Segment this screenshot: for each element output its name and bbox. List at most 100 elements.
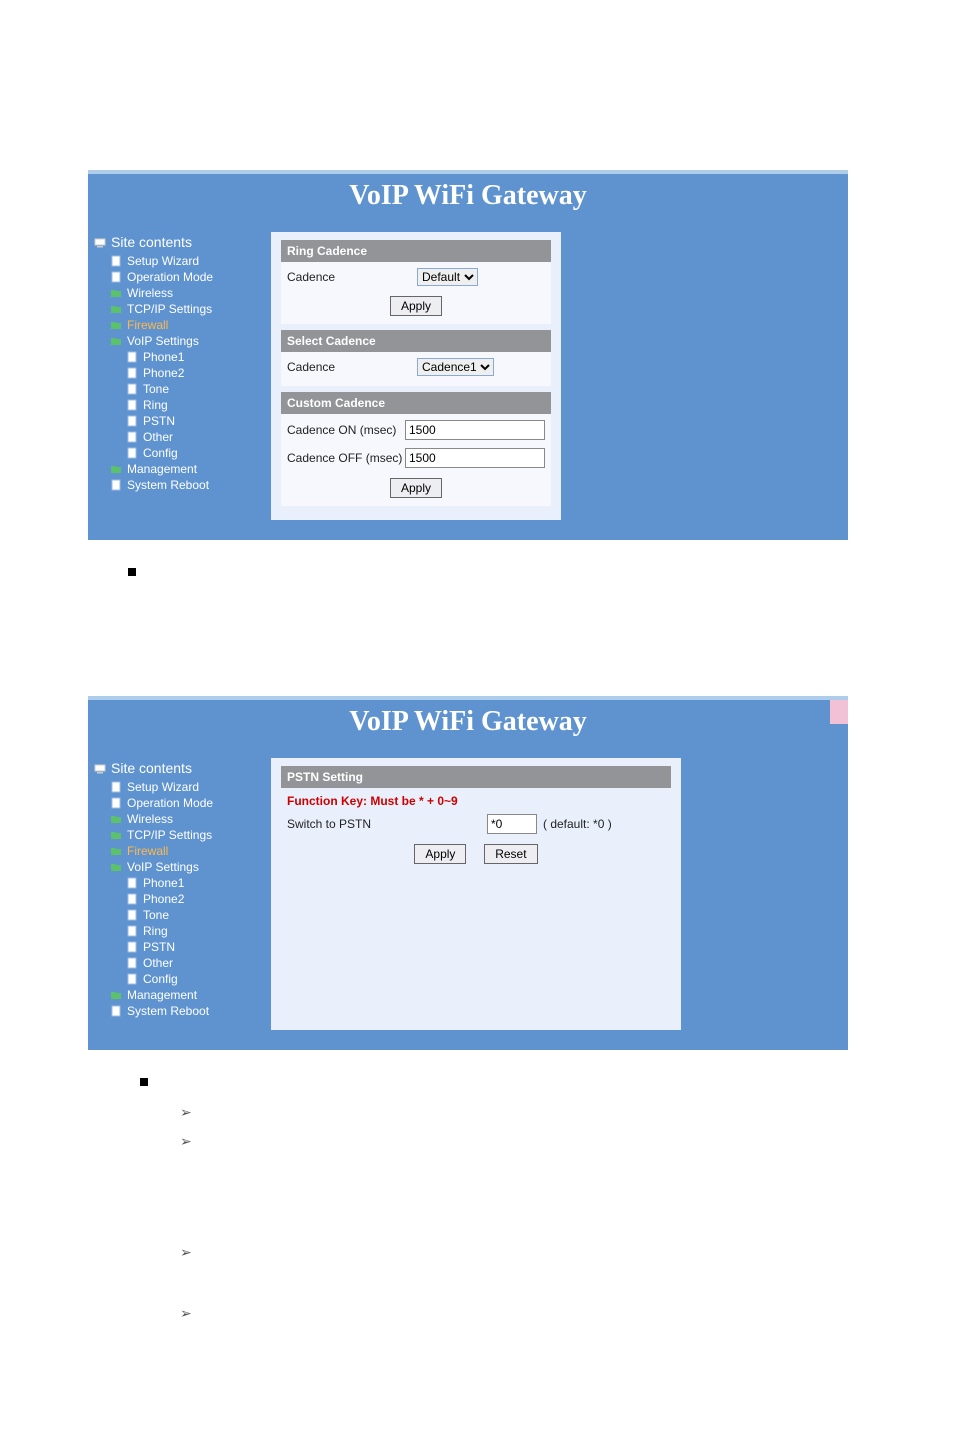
apply-button[interactable]: Apply (414, 844, 466, 864)
folder-icon (110, 463, 122, 475)
sidebar-item-label: Phone1 (143, 876, 184, 890)
doc-icon (110, 255, 122, 267)
sidebar-item-label: Ring (143, 924, 168, 938)
sidebar-item-label: Setup Wizard (127, 254, 199, 268)
sidebar-item-label: Phone1 (143, 350, 184, 364)
doc-icon (126, 957, 138, 969)
app-title: VoIP WiFi Gateway (88, 700, 848, 748)
sidebar-item-label: Config (143, 972, 178, 986)
doc-icon (110, 1005, 122, 1017)
sidebar-item-label: System Reboot (127, 478, 209, 492)
sidebar-item-label: Setup Wizard (127, 780, 199, 794)
doc-icon (126, 399, 138, 411)
sidebar-item-label: PSTN (143, 414, 175, 428)
sidebar-item-tcpip[interactable]: TCP/IP Settings (110, 828, 257, 842)
sidebar-item-label: TCP/IP Settings (127, 828, 212, 842)
sidebar-item-wireless[interactable]: Wireless (110, 812, 257, 826)
doc-icon (126, 893, 138, 905)
sidebar-item-label: Phone2 (143, 892, 184, 906)
doc-icon (126, 431, 138, 443)
sidebar-sub-ring[interactable]: Ring (126, 924, 257, 938)
select-cadence-select[interactable]: Cadence1 (417, 358, 494, 376)
panel-pstn: VoIP WiFi Gateway Site contents Setup Wi… (88, 696, 848, 1050)
folder-open-icon (110, 335, 122, 347)
chevron-icon: ➢ (180, 1104, 954, 1121)
sidebar-item-operation-mode[interactable]: Operation Mode (110, 796, 257, 810)
doc-icon (126, 941, 138, 953)
sidebar-item-setup-wizard[interactable]: Setup Wizard (110, 254, 257, 268)
sidebar-sub-tone[interactable]: Tone (126, 382, 257, 396)
sidebar-item-label: Tone (143, 908, 169, 922)
pc-icon (94, 236, 106, 248)
sidebar-sub-phone1[interactable]: Phone1 (126, 350, 257, 364)
section-select-cadence: Select Cadence (281, 330, 551, 352)
cadence-select[interactable]: Default (417, 268, 478, 286)
doc-icon (126, 447, 138, 459)
folder-icon (110, 287, 122, 299)
sidebar-item-management[interactable]: Management (110, 462, 257, 476)
folder-icon (110, 319, 122, 331)
sidebar-item-firewall[interactable]: Firewall (110, 318, 257, 332)
section-ring-cadence: Ring Cadence (281, 240, 551, 262)
bullet-square (140, 1078, 148, 1086)
pink-accent (830, 700, 848, 724)
cadence-on-input[interactable] (405, 420, 545, 440)
folder-open-icon (110, 861, 122, 873)
doc-icon (126, 367, 138, 379)
sidebar-item-label: TCP/IP Settings (127, 302, 212, 316)
sidebar-item-label: Config (143, 446, 178, 460)
sidebar-sub-other[interactable]: Other (126, 430, 257, 444)
sidebar-item-firewall[interactable]: Firewall (110, 844, 257, 858)
sidebar-item-label: Other (143, 430, 173, 444)
sidebar: Site contents Setup Wizard Operation Mod… (88, 222, 263, 540)
sidebar-item-label: Operation Mode (127, 796, 213, 810)
sidebar-item-label: Management (127, 462, 197, 476)
sidebar-root[interactable]: Site contents (94, 760, 257, 776)
sidebar-sub-phone2[interactable]: Phone2 (126, 366, 257, 380)
sidebar-sub-pstn[interactable]: PSTN (126, 940, 257, 954)
sidebar-root-label: Site contents (111, 234, 192, 250)
sidebar-item-operation-mode[interactable]: Operation Mode (110, 270, 257, 284)
sidebar-sub-phone2[interactable]: Phone2 (126, 892, 257, 906)
pc-icon (94, 762, 106, 774)
sidebar-item-label: Other (143, 956, 173, 970)
sidebar-item-management[interactable]: Management (110, 988, 257, 1002)
reset-button[interactable]: Reset (484, 844, 537, 864)
sidebar-item-label: Firewall (127, 844, 168, 858)
sidebar-item-reboot[interactable]: System Reboot (110, 1004, 257, 1018)
doc-icon (126, 877, 138, 889)
sidebar-sub-tone[interactable]: Tone (126, 908, 257, 922)
cadence-label: Cadence (287, 270, 417, 284)
sidebar-item-setup-wizard[interactable]: Setup Wizard (110, 780, 257, 794)
sidebar-sub-phone1[interactable]: Phone1 (126, 876, 257, 890)
sidebar-root[interactable]: Site contents (94, 234, 257, 250)
sidebar-item-voip[interactable]: VoIP Settings (110, 334, 257, 348)
cadence-on-label: Cadence ON (msec) (287, 423, 405, 437)
doc-icon (126, 415, 138, 427)
cadence-off-label: Cadence OFF (msec) (287, 451, 405, 465)
sidebar-item-reboot[interactable]: System Reboot (110, 478, 257, 492)
sidebar-sub-config[interactable]: Config (126, 972, 257, 986)
sidebar-sub-other[interactable]: Other (126, 956, 257, 970)
cadence-off-input[interactable] (405, 448, 545, 468)
chevron-icon: ➢ (180, 1244, 954, 1261)
default-hint: ( default: *0 ) (543, 817, 612, 831)
doc-icon (110, 781, 122, 793)
sidebar-sub-pstn[interactable]: PSTN (126, 414, 257, 428)
switch-pstn-input[interactable] (487, 814, 537, 834)
apply-button[interactable]: Apply (390, 296, 442, 316)
sidebar-item-label: Management (127, 988, 197, 1002)
folder-icon (110, 989, 122, 1001)
sidebar-item-label: Firewall (127, 318, 168, 332)
sidebar-item-voip[interactable]: VoIP Settings (110, 860, 257, 874)
apply-button[interactable]: Apply (390, 478, 442, 498)
section-custom-cadence: Custom Cadence (281, 392, 551, 414)
sidebar-root-label: Site contents (111, 760, 192, 776)
sidebar-item-label: System Reboot (127, 1004, 209, 1018)
sidebar-item-tcpip[interactable]: TCP/IP Settings (110, 302, 257, 316)
sidebar-sub-config[interactable]: Config (126, 446, 257, 460)
doc-icon (110, 271, 122, 283)
bullet-square (128, 568, 136, 576)
sidebar-sub-ring[interactable]: Ring (126, 398, 257, 412)
sidebar-item-wireless[interactable]: Wireless (110, 286, 257, 300)
